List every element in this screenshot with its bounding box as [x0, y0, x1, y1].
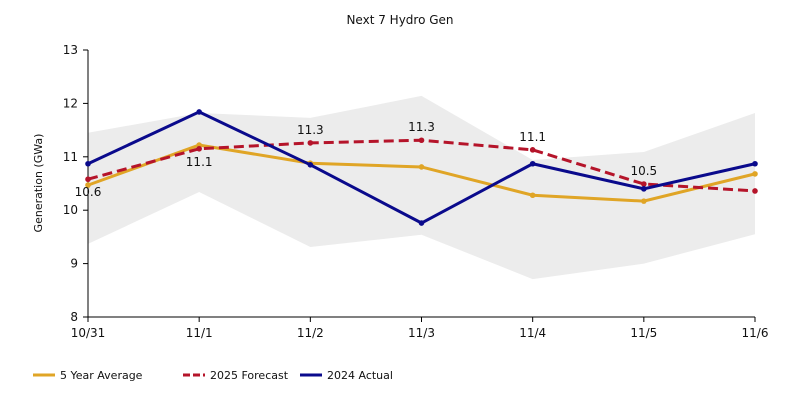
legend: 5 Year Average 2025 Forecast 2024 Actual — [33, 369, 393, 382]
y-tick-label: 10 — [63, 203, 78, 217]
data-label: 11.3 — [297, 123, 324, 137]
data-label: 11.1 — [519, 130, 546, 144]
data-point — [85, 160, 91, 167]
x-tick-label: 11/6 — [742, 326, 769, 340]
legend-label: 2024 Actual — [327, 369, 393, 382]
series-2025-forecast: 10.6 11.1 11.3 11.3 11.1 10.5 — [75, 120, 758, 199]
x-tick-label: 10/31 — [71, 326, 106, 340]
legend-item: 2025 Forecast — [183, 369, 289, 382]
data-point — [196, 109, 202, 115]
data-point — [529, 160, 536, 167]
range-band — [88, 95, 755, 280]
y-tick-label: 12 — [63, 96, 78, 110]
y-tick-label: 9 — [70, 257, 78, 271]
data-label: 10.5 — [630, 164, 657, 178]
data-label: 11.1 — [186, 155, 213, 169]
x-tick-label: 11/5 — [630, 326, 657, 340]
data-point — [418, 164, 425, 170]
data-point — [641, 181, 647, 187]
data-point — [418, 137, 425, 144]
y-tick-label: 13 — [63, 43, 78, 57]
data-point — [529, 147, 536, 153]
data-point — [85, 182, 91, 188]
data-label: 11.3 — [408, 120, 435, 134]
data-point — [196, 145, 202, 152]
data-point — [529, 192, 536, 199]
legend-item: 5 Year Average — [33, 369, 143, 382]
data-point — [752, 160, 758, 167]
x-tick-label: 11/4 — [519, 326, 546, 340]
data-point — [641, 198, 647, 204]
series-2024-actual — [85, 109, 758, 226]
y-tick-label: 11 — [63, 150, 78, 164]
x-tick-label: 11/2 — [297, 326, 324, 340]
y-axis-label: Generation (GWa) — [32, 134, 45, 233]
x-tick-label: 11/3 — [408, 326, 435, 340]
x-tick-label: 11/1 — [186, 326, 213, 340]
data-point — [641, 186, 647, 192]
legend-item: 2024 Actual — [300, 369, 393, 382]
legend-label: 5 Year Average — [60, 369, 143, 382]
data-point — [85, 176, 91, 183]
data-point — [307, 140, 314, 146]
y-tick-label: 8 — [70, 310, 78, 324]
data-point — [418, 220, 425, 226]
chart-title: Next 7 Hydro Gen — [346, 13, 453, 27]
data-point — [307, 162, 314, 168]
data-label: 10.6 — [75, 185, 102, 199]
data-point — [752, 188, 758, 194]
legend-label: 2025 Forecast — [210, 369, 289, 382]
data-point — [752, 171, 758, 177]
